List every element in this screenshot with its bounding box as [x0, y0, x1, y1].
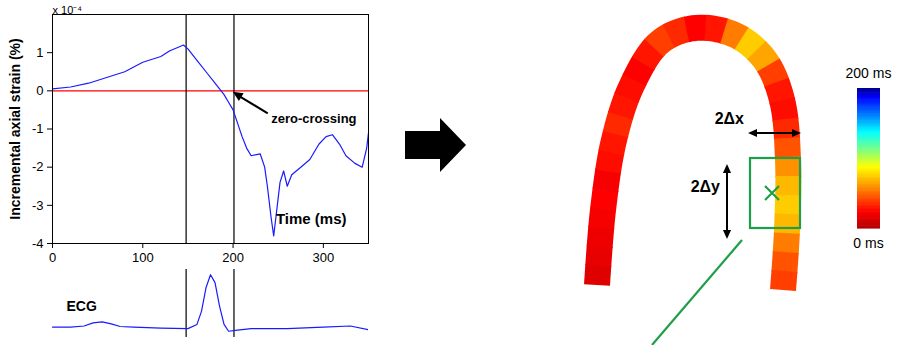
- svg-text:100: 100: [132, 250, 154, 265]
- svg-text:0 ms: 0 ms: [853, 235, 883, 251]
- svg-text:zero-crossing: zero-crossing: [271, 111, 356, 126]
- svg-text:0: 0: [49, 250, 56, 265]
- svg-text:-1: -1: [32, 121, 44, 136]
- svg-text:Time (ms): Time (ms): [276, 210, 347, 227]
- svg-text:0: 0: [36, 83, 43, 98]
- svg-text:Incremental axial strain (%): Incremental axial strain (%): [7, 38, 23, 219]
- svg-text:-2: -2: [32, 159, 44, 174]
- svg-text:x 10⁻⁴: x 10⁻⁴: [53, 4, 83, 16]
- svg-text:200 ms: 200 ms: [846, 65, 892, 81]
- svg-text:300: 300: [313, 250, 335, 265]
- svg-text:ECG: ECG: [67, 298, 97, 314]
- svg-text:2Δy: 2Δy: [691, 178, 720, 195]
- svg-text:-4: -4: [32, 236, 44, 251]
- svg-text:200: 200: [222, 250, 244, 265]
- svg-text:-3: -3: [32, 197, 44, 212]
- svg-text:1: 1: [36, 45, 43, 60]
- svg-text:2Δx: 2Δx: [715, 110, 744, 127]
